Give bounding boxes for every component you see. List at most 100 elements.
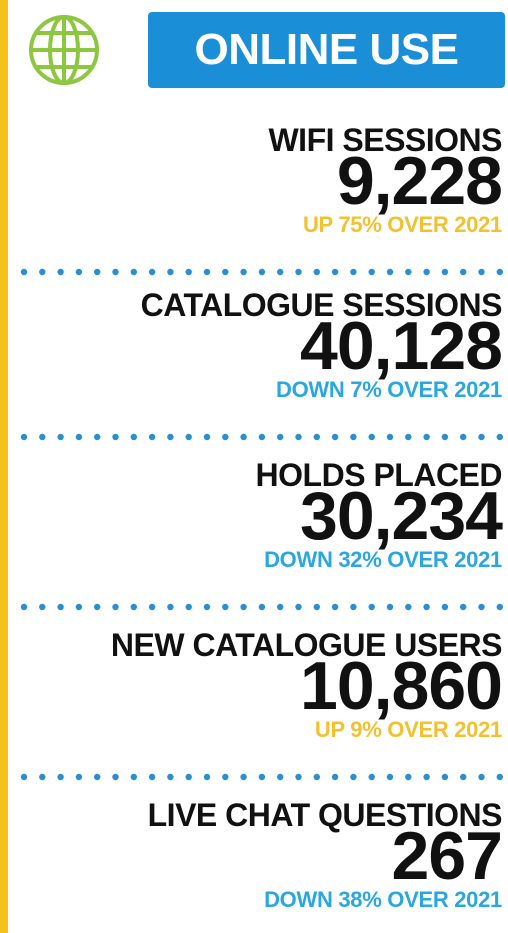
dot [350, 268, 357, 276]
stat-label: CATALOGUE SESSIONS [140, 287, 503, 323]
dot [148, 773, 156, 781]
globe-icon [29, 15, 99, 85]
dot [39, 773, 46, 781]
dot [39, 603, 46, 611]
dot [496, 433, 503, 441]
dot [423, 773, 430, 781]
dot [203, 603, 211, 611]
dot [20, 773, 28, 781]
dot [460, 268, 467, 276]
dot [39, 268, 46, 276]
dot [20, 433, 28, 441]
dot [350, 773, 357, 781]
stat-label: NEW CATALOGUE USERS [110, 627, 503, 663]
stat-label: HOLDS PLACED [255, 457, 503, 493]
dot [167, 268, 174, 276]
dot [405, 268, 412, 276]
dot [203, 433, 211, 441]
dot [57, 433, 64, 441]
dot [496, 268, 503, 276]
dot [130, 773, 137, 781]
dot [441, 773, 449, 781]
dot [460, 773, 467, 781]
dot [57, 773, 64, 781]
dot [148, 603, 156, 611]
dot [441, 268, 449, 276]
dot [185, 268, 192, 276]
dot [478, 268, 485, 276]
dot [39, 433, 46, 441]
dot [313, 773, 320, 781]
dot [386, 603, 394, 611]
dot [478, 773, 485, 781]
dot [441, 433, 449, 441]
stat-change: UP 75% OVER 2021 [302, 212, 502, 237]
dot [94, 433, 101, 441]
dot [20, 268, 28, 276]
stat-value: 267 [391, 818, 503, 894]
stat-change: DOWN 38% OVER 2021 [264, 887, 502, 912]
dot [405, 433, 412, 441]
dot [478, 433, 485, 441]
dot [313, 268, 320, 276]
dot [94, 268, 101, 276]
dot [148, 433, 156, 441]
dot [441, 603, 449, 611]
dot [222, 603, 229, 611]
stat-value: 10,860 [300, 648, 503, 724]
dot [423, 268, 430, 276]
dot [185, 433, 192, 441]
side-bar [0, 0, 8, 933]
dot [130, 603, 137, 611]
dot [75, 433, 83, 441]
dot [460, 603, 467, 611]
dot [167, 603, 174, 611]
dot [423, 603, 430, 611]
dot [258, 603, 266, 611]
dot [460, 433, 467, 441]
dot [185, 773, 192, 781]
dot [222, 268, 229, 276]
dot [295, 773, 302, 781]
stat-change: DOWN 7% OVER 2021 [276, 377, 502, 402]
stat-value: 9,228 [336, 143, 503, 219]
dot [313, 603, 320, 611]
dot [130, 433, 137, 441]
dot [277, 773, 284, 781]
dot [240, 433, 247, 441]
dot [368, 268, 375, 276]
dot [331, 433, 339, 441]
stat-change: DOWN 32% OVER 2021 [264, 547, 502, 572]
dot [496, 773, 503, 781]
dot [203, 268, 211, 276]
dot [167, 433, 174, 441]
header-title: ONLINE USE [148, 12, 505, 88]
dot [368, 433, 375, 441]
dot [148, 268, 156, 276]
dot [240, 268, 247, 276]
dot [350, 433, 357, 441]
dot [75, 603, 83, 611]
stat-label: LIVE CHAT QUESTIONS [147, 797, 503, 833]
dotted-divider [20, 268, 503, 276]
stat-value: 30,234 [300, 478, 503, 554]
dot [277, 603, 284, 611]
dot [331, 603, 339, 611]
dot [240, 603, 247, 611]
dot [240, 773, 247, 781]
dot [313, 433, 320, 441]
dot [368, 603, 375, 611]
dot [331, 268, 339, 276]
dot [75, 268, 83, 276]
dotted-divider [20, 773, 503, 781]
stat-value: 40,128 [300, 308, 503, 384]
dot [112, 773, 119, 781]
dot [112, 433, 119, 441]
dotted-divider [20, 433, 503, 441]
dot [368, 773, 375, 781]
dot [258, 433, 266, 441]
dot [112, 603, 119, 611]
dot [112, 268, 119, 276]
dot [258, 773, 266, 781]
